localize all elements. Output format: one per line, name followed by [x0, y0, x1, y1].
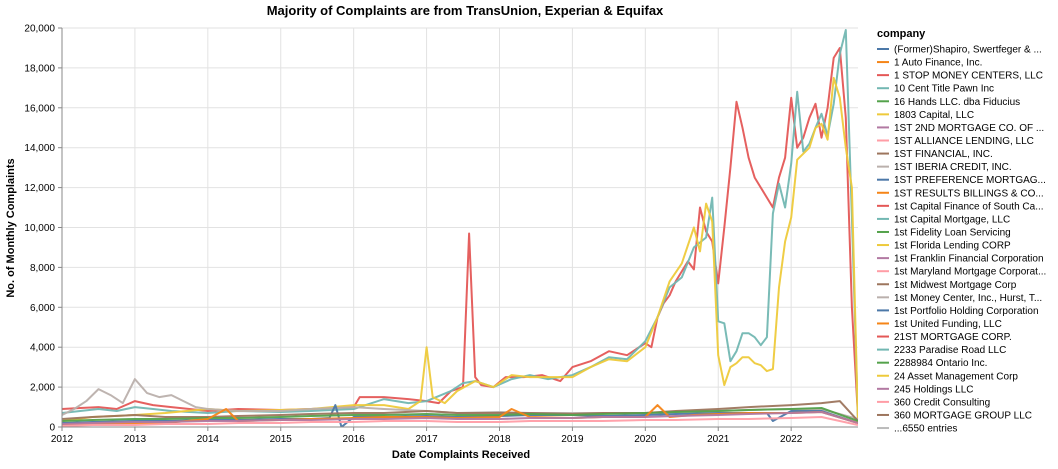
x-tick-label: 2017: [415, 434, 438, 445]
y-tick-label: 8,000: [30, 263, 55, 274]
x-tick-label: 2021: [707, 434, 730, 445]
y-tick-label: 14,000: [24, 143, 55, 154]
y-tick-label: 4,000: [30, 343, 55, 354]
legend-label: 360 Credit Consulting: [894, 397, 990, 408]
legend-label: 1ST FINANCIAL, INC.: [894, 149, 993, 160]
legend-label: 1ST IBERIA CREDIT, INC.: [894, 162, 1012, 173]
legend-label: 2288984 Ontario Inc.: [894, 358, 987, 369]
y-tick-label: 2,000: [30, 383, 55, 394]
series-line: [62, 407, 858, 422]
legend-label: 1 STOP MONEY CENTERS, LLC: [894, 71, 1043, 82]
x-tick-label: 2015: [270, 434, 293, 445]
legend-label: 21ST MORTGAGE CORP.: [894, 332, 1012, 343]
grid-lines: [61, 27, 858, 428]
x-tick-label: 2020: [634, 434, 657, 445]
legend-label: 1st Capital Finance of South Ca...: [894, 201, 1044, 212]
legend-label: 1st Fidelity Loan Servicing: [894, 227, 1011, 238]
series-line: [62, 411, 858, 425]
legend-label: 24 Asset Management Corp: [894, 371, 1018, 382]
series-line: [62, 400, 858, 422]
legend-label: 1st Franklin Financial Corporation: [894, 254, 1044, 265]
series-layer: [62, 29, 858, 427]
legend-label: 1st Money Center, Inc., Hurst, T...: [894, 293, 1042, 304]
y-tick-label: 18,000: [24, 63, 55, 74]
x-tick-label: 2019: [561, 434, 584, 445]
y-tick-label: 6,000: [30, 303, 55, 314]
axes: 0 2,000 4,000 6,000 8,000 10,000 12,000 14,000 1…: [24, 24, 858, 445]
legend-label: 1st Midwest Mortgage Corp: [894, 280, 1017, 291]
legend-label: 1st United Funding, LLC: [894, 319, 1002, 330]
y-tick-label: 10,000: [24, 223, 55, 234]
legend-label: 10 Cent Title Pawn Inc: [894, 84, 994, 95]
legend-label: 1st Florida Lending CORP: [894, 241, 1011, 252]
legend-label: (Former)Shapiro, Swertfeger & ...: [894, 45, 1042, 56]
legend-label: 245 Holdings LLC: [894, 384, 974, 395]
y-tick-label: 12,000: [24, 183, 55, 194]
x-tick-label: 2014: [197, 434, 220, 445]
x-tick-label: 2016: [343, 434, 366, 445]
chart-title: Majority of Complaints are from TransUni…: [267, 3, 664, 18]
legend-label: 1803 Capital, LLC: [894, 110, 974, 121]
legend-label: 1st Maryland Mortgage Corporat...: [894, 267, 1046, 278]
y-tick-label: 0: [49, 423, 55, 434]
y-tick-label: 16,000: [24, 103, 55, 114]
legend-label: 16 Hands LLC. dba Fiducius: [894, 97, 1020, 108]
legend-title: company: [877, 28, 926, 40]
legend-label: 1ST PREFERENCE MORTGAG...: [894, 175, 1046, 186]
legend-label: 1ST RESULTS BILLINGS & CO...: [894, 188, 1044, 199]
x-tick-label: 2018: [488, 434, 511, 445]
legend-label: 1st Capital Mortgage, LLC: [894, 214, 1010, 225]
series-line: [62, 416, 858, 427]
series-line: [62, 29, 858, 422]
legend-label: 1ST 2ND MORTGAGE CO. OF ...: [894, 123, 1044, 134]
x-tick-label: 2012: [51, 434, 74, 445]
series-line: [62, 76, 858, 424]
x-tick-label: 2022: [780, 434, 803, 445]
x-axis-label: Date Complaints Received: [392, 449, 530, 461]
x-tick-label: 2013: [124, 434, 147, 445]
legend-label: 1ST ALLIANCE LENDING, LLC: [894, 136, 1034, 147]
y-tick-label: 20,000: [24, 24, 55, 35]
legend-label: 360 MORTGAGE GROUP LLC: [894, 410, 1032, 421]
legend: company (Former)Shapiro, Swertfeger & ..…: [877, 28, 1046, 435]
y-axis-label: No. of Monthly Complaints: [5, 158, 17, 297]
legend-label: 2233 Paradise Road LLC: [894, 345, 1006, 356]
legend-more-label: ...6550 entries: [894, 424, 957, 435]
legend-label: 1 Auto Finance, Inc.: [894, 58, 982, 69]
legend-label: 1st Portfolio Holding Corporation: [894, 306, 1039, 317]
